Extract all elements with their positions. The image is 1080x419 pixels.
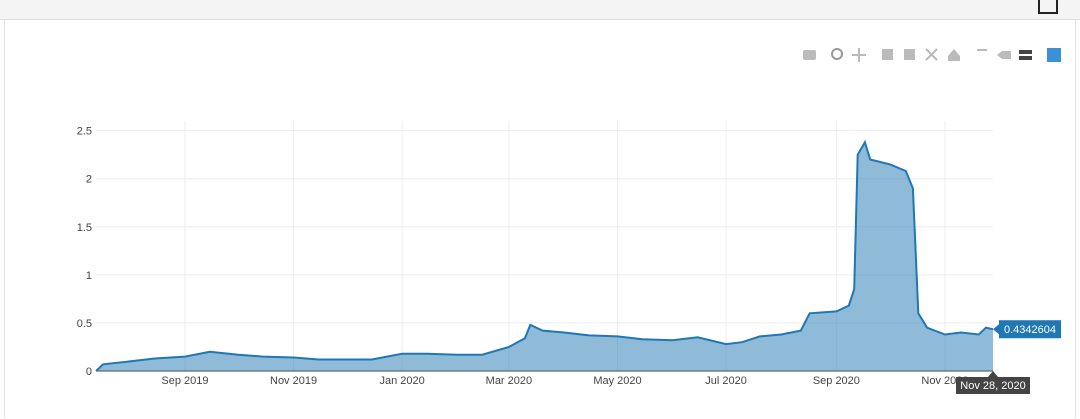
x-tick-label: Mar 2020	[486, 375, 532, 387]
area-fill	[96, 142, 993, 371]
hover-y-label: 0.4342604	[1004, 324, 1056, 336]
x-tick-label: May 2020	[593, 375, 641, 387]
camera-icon[interactable]	[803, 50, 816, 60]
x-tick-label: Jan 2020	[379, 375, 424, 387]
x-tick-label: Sep 2020	[813, 375, 860, 387]
spike-icon[interactable]	[977, 49, 987, 51]
zoom-out-icon[interactable]	[904, 49, 915, 60]
y-tick-label: 1.5	[77, 222, 92, 234]
plotly-logo[interactable]	[1047, 48, 1061, 62]
zoom-icon[interactable]	[831, 48, 843, 60]
y-tick-label: 2.5	[77, 126, 92, 138]
y-tick-label: 2	[86, 174, 92, 186]
x-tick-label: Jul 2020	[705, 375, 747, 387]
y-tick-label: 0.5	[77, 318, 92, 330]
zoom-in-icon[interactable]	[882, 49, 893, 60]
top-bar	[0, 0, 1080, 20]
x-tick-label: Nov 2019	[270, 375, 317, 387]
card	[4, 20, 1076, 418]
hover-x-pointer	[988, 371, 998, 377]
hover-x-box	[956, 377, 1030, 394]
hover-x-label: Nov 28, 2020	[960, 380, 1025, 392]
area-line	[95, 139, 994, 372]
pan-icon[interactable]	[852, 48, 866, 62]
reset-icon[interactable]	[948, 49, 960, 61]
hover-compare-icon[interactable]	[1019, 50, 1032, 54]
maximize-button[interactable]	[1038, 0, 1058, 14]
modebar	[803, 48, 1061, 62]
hover-y-box	[999, 320, 1061, 339]
y-tick-label: 0	[86, 366, 92, 378]
x-tick-label: Sep 2019	[161, 375, 208, 387]
y-tick-label: 1	[86, 270, 92, 282]
hover-y-pointer	[993, 324, 999, 335]
hover-compare-icon[interactable]	[1019, 56, 1032, 60]
autoscale-icon[interactable]	[925, 48, 938, 61]
hover-closest-icon[interactable]	[997, 51, 1011, 59]
